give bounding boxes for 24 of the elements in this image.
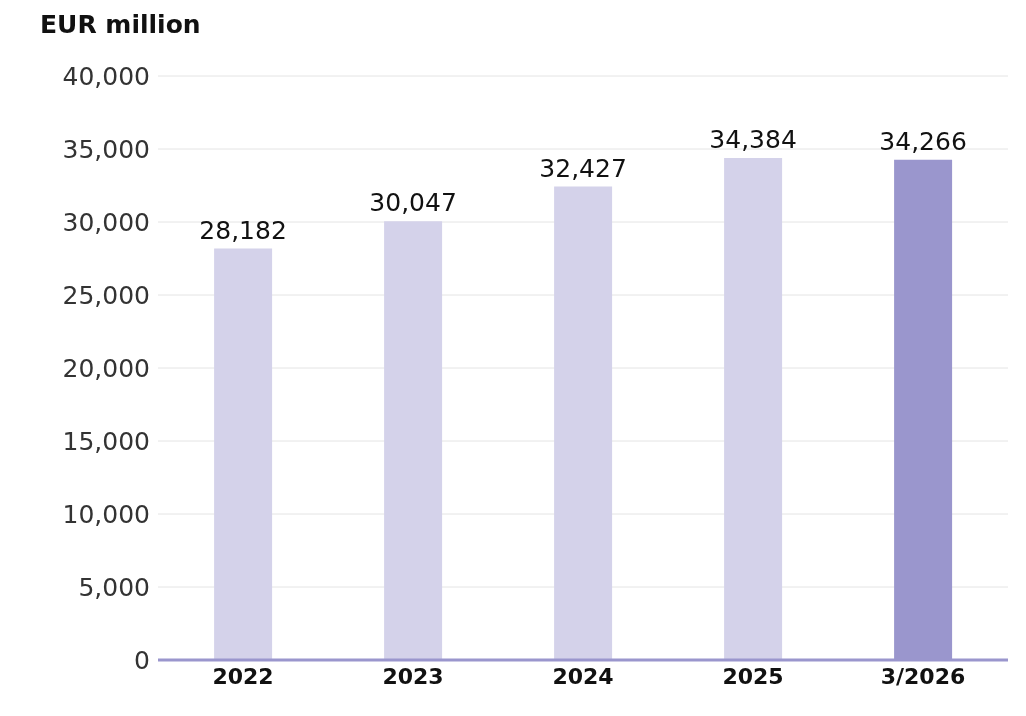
y-tick-label: 30,000: [62, 207, 150, 237]
x-tick-label: 2024: [552, 663, 614, 689]
y-tick-label: 25,000: [62, 280, 150, 310]
bar: [214, 248, 273, 660]
y-tick-label: 5,000: [78, 572, 150, 602]
y-tick-label: 40,000: [62, 61, 150, 91]
y-tick-label: 20,000: [62, 353, 150, 383]
x-tick-label: 3/2026: [880, 663, 966, 689]
x-tick-label: 2025: [722, 663, 784, 689]
bar: [384, 221, 443, 660]
y-tick-label: 15,000: [62, 426, 150, 456]
data-label: 28,182: [199, 215, 287, 245]
bar: [554, 186, 613, 660]
y-axis-title: EUR million: [40, 10, 201, 39]
bar: [724, 157, 783, 660]
data-label: 34,384: [709, 124, 797, 154]
y-tick-label: 10,000: [62, 499, 150, 529]
data-label: 34,266: [879, 126, 967, 156]
x-tick-label: 2022: [212, 663, 274, 689]
x-tick-label: 2023: [382, 663, 444, 689]
y-tick-label: 35,000: [62, 134, 150, 164]
data-label: 32,427: [539, 153, 627, 183]
data-label: 30,047: [369, 188, 457, 218]
y-tick-label: 0: [134, 645, 150, 675]
